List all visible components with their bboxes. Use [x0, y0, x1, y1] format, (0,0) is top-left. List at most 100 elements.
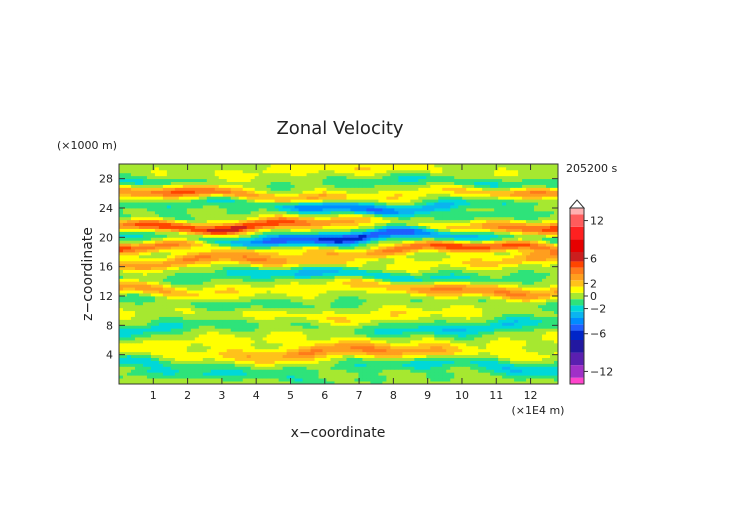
heatmap-cell [258, 287, 264, 291]
heatmap-cell [246, 369, 252, 373]
heatmap-cell [410, 319, 415, 323]
heatmap-cell [238, 275, 244, 279]
heatmap-cell [458, 263, 463, 268]
heatmap-cell [334, 260, 339, 265]
heatmap-cell [414, 366, 419, 370]
heatmap-cell [402, 287, 407, 291]
heatmap-cell [446, 272, 451, 276]
heatmap-cell [406, 375, 411, 379]
heatmap-cell [554, 340, 559, 344]
heatmap-cell [294, 354, 299, 358]
heatmap-cell [434, 372, 439, 376]
heatmap-cell [119, 337, 124, 341]
heatmap-cell [326, 260, 331, 265]
heatmap-cell [286, 351, 292, 356]
heatmap-cell [394, 304, 399, 309]
heatmap-cell [162, 375, 168, 379]
heatmap-cell [282, 278, 288, 282]
heatmap-cell [470, 284, 475, 288]
heatmap-cell [150, 272, 156, 276]
heatmap-cell [478, 342, 483, 347]
heatmap-cell [314, 316, 319, 320]
heatmap-cell [210, 375, 216, 379]
heatmap-cell [274, 284, 280, 288]
heatmap-cell [418, 316, 423, 320]
heatmap-cell [162, 290, 168, 294]
heatmap-cell [450, 310, 455, 314]
heatmap-cell [494, 260, 499, 265]
heatmap-cell [294, 313, 299, 317]
heatmap-cell [490, 266, 495, 270]
heatmap-cell [406, 360, 411, 364]
heatmap-cell [370, 304, 375, 309]
heatmap-cell [538, 345, 543, 350]
heatmap-cell [306, 342, 311, 347]
heatmap-cell [518, 348, 523, 353]
heatmap-cell [390, 269, 395, 273]
heatmap-cell [282, 290, 288, 294]
heatmap-cell [346, 363, 351, 367]
heatmap-cell [406, 372, 411, 376]
heatmap-cell [482, 381, 487, 385]
heatmap-cell [282, 272, 288, 276]
heatmap-cell [122, 342, 128, 347]
heatmap-cell [242, 275, 248, 279]
heatmap-cell [298, 304, 303, 309]
heatmap-cell [242, 360, 248, 364]
heatmap-cell [434, 378, 439, 382]
heatmap-cell [190, 298, 196, 303]
heatmap-cell [330, 372, 335, 376]
heatmap-cell [506, 313, 511, 317]
heatmap-cell [306, 319, 311, 323]
heatmap-cell [270, 310, 276, 314]
heatmap-cell [234, 266, 240, 270]
heatmap-cell [186, 272, 192, 276]
heatmap-cell [190, 363, 196, 367]
heatmap-cell [206, 357, 212, 361]
heatmap-cell [462, 269, 467, 273]
heatmap-cell [130, 278, 136, 282]
heatmap-cell [450, 272, 455, 276]
heatmap-cell [350, 342, 355, 347]
heatmap-cell [150, 342, 156, 347]
heatmap-cell [202, 293, 208, 297]
heatmap-cell [318, 331, 323, 335]
heatmap-cell [326, 360, 331, 364]
heatmap-cell [446, 254, 451, 259]
heatmap-cell [206, 275, 212, 279]
heatmap-cell [134, 381, 140, 385]
heatmap-cell [362, 310, 367, 314]
heatmap-cell [250, 366, 256, 370]
heatmap-cell [218, 290, 224, 294]
heatmap-cell [210, 275, 216, 279]
heatmap-cell [374, 269, 379, 273]
heatmap-cell [282, 378, 288, 382]
heatmap-cell [174, 360, 180, 364]
heatmap-cell [146, 252, 152, 256]
heatmap-cell [410, 263, 415, 268]
heatmap-cell [262, 378, 268, 382]
heatmap-cell [402, 252, 407, 256]
heatmap-cell [398, 369, 403, 373]
heatmap-cell [398, 328, 403, 332]
heatmap-cell [230, 354, 236, 358]
heatmap-cell [314, 337, 319, 341]
heatmap-cell [390, 363, 395, 367]
heatmap-cell [406, 357, 411, 361]
heatmap-cell [162, 298, 168, 303]
heatmap-cell [414, 340, 419, 344]
heatmap-cell [482, 263, 487, 268]
heatmap-cell [474, 334, 479, 338]
heatmap-cell [518, 354, 523, 358]
heatmap-cell [150, 316, 156, 320]
heatmap-cell [238, 369, 244, 373]
heatmap-cell [186, 257, 192, 262]
heatmap-cell [358, 293, 363, 297]
heatmap-cell [214, 331, 220, 335]
heatmap-cell [150, 319, 156, 323]
heatmap-cell [154, 316, 160, 320]
heatmap-cell [310, 293, 315, 297]
heatmap-cell [186, 328, 192, 332]
heatmap-cell [542, 266, 547, 270]
heatmap-cell [438, 322, 443, 326]
